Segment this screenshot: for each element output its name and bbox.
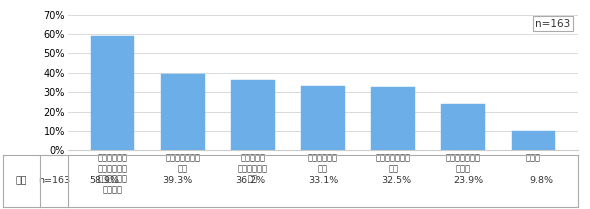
Text: 9.8%: 9.8% <box>530 176 554 185</box>
Text: 23.9%: 23.9% <box>454 176 484 185</box>
Text: 39.3%: 39.3% <box>162 176 192 185</box>
Text: 全体: 全体 <box>16 176 27 185</box>
Text: n=163: n=163 <box>535 19 571 29</box>
Text: n=163: n=163 <box>38 176 70 185</box>
Text: 32.5%: 32.5% <box>381 176 411 185</box>
Bar <box>91 36 135 150</box>
Bar <box>161 74 205 150</box>
Text: 58.9%: 58.9% <box>89 176 119 185</box>
Text: 36.2%: 36.2% <box>235 176 265 185</box>
Bar <box>231 80 275 150</box>
Text: 33.1%: 33.1% <box>308 176 338 185</box>
Bar <box>371 87 415 150</box>
Bar <box>441 104 485 150</box>
Bar <box>512 131 555 150</box>
Bar <box>301 86 345 150</box>
